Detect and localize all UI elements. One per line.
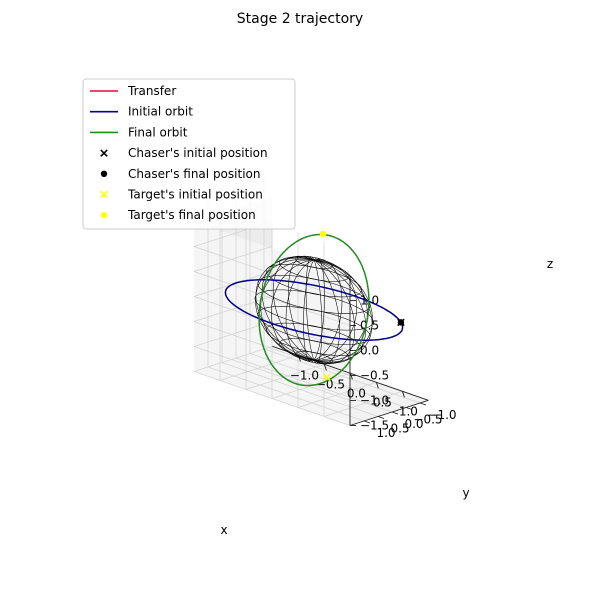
y-tick-label: −0.5 (413, 413, 442, 427)
chart-title: Stage 2 trajectory (237, 11, 363, 27)
sphere-meridian-line (272, 255, 315, 361)
sphere-meridian-line (303, 259, 315, 363)
x-gridline-floor (323, 390, 403, 417)
x-tick-mark (349, 373, 353, 380)
y-tick-label: 0.5 (390, 422, 409, 436)
legend-swatch-target-s-initial-position-stroke (100, 190, 108, 199)
y-tick-mark (377, 416, 385, 419)
legend-swatch-chaser-s-initial-position-stroke (100, 149, 108, 157)
marker-target-s-final-position (319, 230, 327, 238)
x-tick-label: −0.5 (316, 377, 345, 391)
z-tick-label: −0.5 (360, 369, 389, 383)
marker-target-s-initial-position-stroke (323, 373, 331, 382)
y-tick-mark (391, 411, 399, 415)
legend-swatch-chaser-s-initial-position (100, 149, 108, 157)
x-tick-label: 1.0 (399, 404, 418, 418)
z-gridline-back (193, 246, 351, 301)
legend-label-target-s-initial-position: Target's initial position (127, 188, 263, 202)
legend-label-chaser-s-initial-position: Chaser's initial position (128, 146, 268, 160)
legend-swatch-target-s-initial-position (100, 190, 108, 199)
z-gridline-back (193, 346, 351, 401)
z-tick-label: −1.5 (360, 419, 389, 433)
sphere-meridian-line (288, 255, 315, 361)
x-tick-mark (323, 364, 327, 371)
z-gridline-left (193, 245, 273, 272)
y-gridline-floor (263, 348, 421, 404)
sphere-meridian-line (305, 256, 315, 361)
y-tick-mark (419, 402, 427, 406)
z-axis-label: z (547, 257, 553, 271)
sphere-meridian-line (285, 259, 315, 362)
sphere-meridian-line (313, 259, 357, 361)
z-tick-label: −1.0 (360, 394, 389, 408)
sphere-meridian-line (313, 259, 373, 362)
x-tick-label: −1.0 (290, 368, 319, 382)
y-tick-label: −1.0 (427, 408, 456, 422)
sphere-meridian-line (260, 259, 315, 361)
y-tick-label: 1.0 (376, 426, 395, 440)
x-gridline-floor (297, 381, 377, 408)
marker-chaser-s-final-position (397, 319, 405, 326)
x-gridline-floor (245, 363, 325, 390)
legend-box (82, 78, 296, 230)
y-gridline-floor (207, 366, 365, 422)
z-gridline-back (193, 321, 351, 376)
sphere-meridian-line (313, 259, 373, 363)
legend-swatch-chaser-s-final-position (100, 170, 108, 177)
sphere-meridian-line (313, 259, 368, 361)
x-tick-label: 0.5 (373, 395, 392, 409)
legend: Transfer Initial orbit Final orbit Chaser's… (82, 78, 296, 230)
tick-labels: −1.0−0.50.00.51.0 −1.0−0.50.00.51.0−1.5−1… (290, 294, 457, 441)
earth-wireframe-sphere (254, 255, 374, 365)
sphere-meridian-line (313, 259, 356, 365)
z-tick-label: 0.0 (360, 344, 379, 358)
x-axis-label: x (220, 523, 227, 537)
z-gridline-left (193, 295, 273, 322)
y-tick-mark (363, 420, 371, 424)
x-tick-mark (375, 382, 379, 389)
legend-label-final-orbit: Final orbit (128, 125, 188, 139)
legend-label-target-s-final-position: Target's final position (127, 208, 256, 222)
legend-label-initial-orbit: Initial orbit (128, 105, 193, 119)
sphere-meridian-line (271, 259, 315, 361)
legend-label-chaser-s-final-position: Chaser's final position (128, 167, 260, 181)
z-tick-label: 0.5 (360, 319, 379, 333)
z-gridline-back (193, 371, 351, 426)
sphere-meridian-line (313, 257, 325, 361)
sphere-meridian-line (313, 259, 323, 364)
z-gridline-left (193, 345, 273, 372)
orbit-lines (224, 233, 404, 387)
y-gridline-floor (221, 362, 379, 417)
y-axis-label: y (462, 486, 469, 500)
position-markers (319, 230, 405, 382)
orbit-initial-orbit (224, 279, 404, 341)
axis-panes (194, 196, 429, 426)
sphere-meridian-line (313, 258, 343, 361)
x-tick-mark (401, 391, 405, 398)
x-tick-label: 0.0 (347, 386, 366, 400)
x-gridline-floor (219, 354, 299, 381)
y-tick-label: 0.0 (404, 417, 423, 431)
y-axis-line (349, 399, 429, 426)
grid-lines (193, 174, 421, 426)
y-tick-mark (405, 407, 413, 410)
legend-swatch-target-s-final-position (100, 212, 108, 219)
marker-target-s-initial-position (323, 373, 331, 382)
sphere-meridian-line (313, 259, 340, 365)
orbit-final-orbit (258, 233, 370, 387)
legend-label-transfer: Transfer (127, 84, 176, 98)
sphere-meridian-line (255, 257, 315, 361)
sphere-meridian-line (255, 258, 315, 361)
